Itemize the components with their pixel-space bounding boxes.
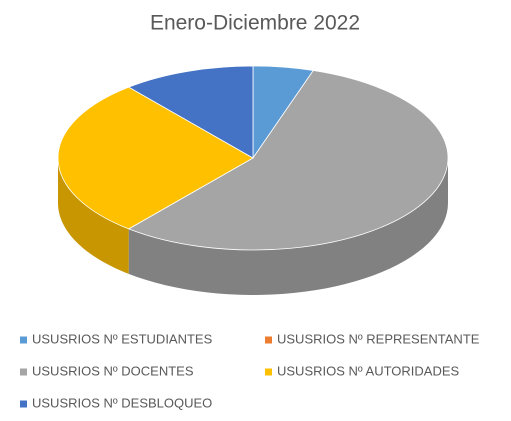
legend-swatch	[265, 368, 272, 376]
pie-slice	[127, 70, 449, 295]
pie-top	[127, 65, 254, 159]
legend-label: USUSRIOS Nº REPRESENTANTE	[277, 331, 480, 346]
pie-side	[128, 158, 448, 295]
legend-swatch	[20, 400, 27, 408]
pie-top	[127, 70, 449, 251]
legend-swatch	[20, 336, 27, 344]
pie-top	[57, 86, 254, 230]
legend-label: USUSRIOS Nº ESTUDIANTES	[32, 331, 213, 346]
legend-swatch	[265, 336, 272, 344]
pie-slice	[57, 86, 254, 274]
legend-label: USUSRIOS Nº AUTORIDADES	[277, 363, 460, 378]
legend-swatch	[20, 368, 27, 376]
legend-label: USUSRIOS Nº DOCENTES	[32, 363, 194, 378]
legend-label: USUSRIOS Nº DESBLOQUEO	[32, 395, 212, 410]
pie-side	[58, 158, 129, 274]
chart-title: Enero-Diciembre 2022	[150, 12, 360, 35]
pie-slice	[127, 65, 254, 159]
